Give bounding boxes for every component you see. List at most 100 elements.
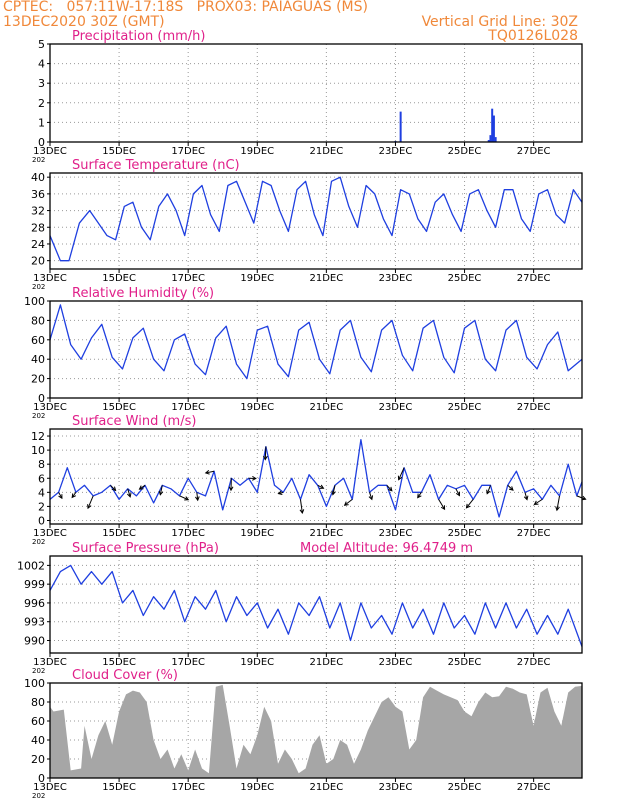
header-station-line: CPTEC: 057:11W-17:18S PROX03: PAIAGUAS (… (3, 0, 368, 15)
wind-arrow-head-19 (204, 469, 210, 475)
wind-ytick-label-1: 2 (38, 500, 45, 513)
wind-arrow-head-37 (368, 495, 374, 501)
wind-xtick-label-0: 13DEC (33, 528, 67, 539)
precip-frame (49, 43, 583, 143)
rh-ytick-label-1: 20 (31, 373, 45, 386)
precip-xtick-label-6: 25DEC (448, 146, 482, 157)
temp-xtick-label-6: 25DEC (448, 273, 482, 284)
wind-arrow-17 (196, 492, 199, 501)
wind-arrow-35 (344, 498, 353, 506)
pressure-xtick-label-0: 13DEC (33, 657, 67, 668)
wind-frame (49, 428, 583, 525)
pressure-xtick-label-7: 27DEC (517, 657, 551, 668)
wind-arrow-head-3 (71, 493, 77, 499)
wind-arrow-head-33 (331, 490, 336, 496)
wind-arrow-5 (87, 495, 94, 509)
pressure-xtick-label-2: 17DEC (171, 657, 205, 668)
temp-xtick-label-0: 13DEC (33, 273, 67, 284)
temp-xtick-label-2: 17DEC (171, 273, 205, 284)
wind-arrow-head-17 (195, 496, 200, 502)
wind-xtick-label-2: 17DEC (171, 528, 205, 539)
rh-ytick-label-0: 0 (38, 392, 45, 405)
pressure-ytick-label-0: 990 (24, 634, 45, 647)
wind-arrow-41 (398, 467, 405, 480)
wind-xtick-label-7: 27DEC (517, 528, 551, 539)
wind-xtick-label-5: 23DEC (379, 528, 413, 539)
wind-arrow-head-1 (58, 494, 63, 500)
wind-xtick-label-3: 19DEC (240, 528, 274, 539)
cloud-xtick-label-0: 13DEC (33, 782, 67, 793)
cloud-panel-title: Cloud Cover (%) (72, 668, 178, 683)
wind-arrow-53 (507, 484, 514, 491)
wind-arrow-59 (556, 495, 561, 511)
precip-year-stub: 202 (32, 156, 45, 164)
rh-ytick-label-4: 80 (31, 314, 45, 327)
precip-bar-2 (487, 140, 490, 142)
precip-bar-3 (489, 135, 492, 142)
rh-xtick-label-1: 15DEC (102, 402, 136, 413)
rh-ytick-label-5: 100 (24, 295, 45, 308)
pressure-xtick-label-4: 21DEC (309, 657, 343, 668)
temp-ytick-label-1: 24 (31, 238, 45, 251)
wind-arrow-51 (486, 485, 491, 494)
wind-arrow-head-41 (397, 475, 403, 481)
wind-arrow-head-27 (277, 490, 283, 496)
pressure-ytick-label-4: 1002 (17, 559, 45, 572)
precip-xtick-label-4: 21DEC (309, 146, 343, 157)
precip-bar-4 (491, 108, 494, 142)
wind-arrow-head-53 (508, 486, 514, 491)
pressure-series-line (49, 564, 583, 647)
precip-ytick-label-5: 5 (38, 38, 45, 51)
temp-ytick-label-4: 36 (31, 188, 45, 201)
pressure-xtick-label-3: 19DEC (240, 657, 274, 668)
wind-arrow-head-51 (486, 489, 491, 495)
cloud-xtick-label-5: 23DEC (379, 782, 413, 793)
wind-arrow-head-15 (184, 496, 190, 501)
wind-arrow-49 (466, 499, 474, 509)
temp-xtick-label-5: 23DEC (379, 273, 413, 284)
precip-ytick-label-1: 1 (38, 116, 45, 129)
wind-arrow-head-49 (465, 503, 471, 509)
wind-arrow-11 (139, 484, 146, 490)
wind-arrow-head-29 (299, 509, 305, 515)
temp-series-line (49, 176, 583, 262)
wind-arrow-61 (576, 495, 586, 500)
precip-bar-6 (494, 137, 497, 142)
pressure-ytick-label-2: 996 (24, 597, 45, 610)
rh-xtick-label-6: 25DEC (448, 402, 482, 413)
wind-arrow-head-39 (387, 486, 393, 492)
wind-arrow-9 (127, 488, 131, 497)
wind-arrow-head-61 (581, 495, 587, 501)
wind-xtick-label-4: 21DEC (309, 528, 343, 539)
wind-arrow-45 (438, 499, 446, 510)
rh-ytick-label-2: 40 (31, 353, 45, 366)
wind-ytick-label-2: 4 (38, 486, 45, 499)
wind-ytick-label-0: 0 (38, 514, 45, 527)
wind-arrow-15 (179, 495, 189, 501)
rh-xtick-label-2: 17DEC (171, 402, 205, 413)
wind-arrow-7 (110, 484, 116, 491)
cloud-xtick-label-7: 27DEC (517, 782, 551, 793)
pressure-panel-title: Surface Pressure (hPa) (72, 541, 219, 556)
rh-panel-title: Relative Humidity (%) (72, 286, 214, 301)
rh-xtick-label-0: 13DEC (33, 402, 67, 413)
temp-frame (49, 172, 583, 270)
wind-arrow-head-23 (252, 476, 257, 481)
wind-arrow-head-13 (158, 490, 164, 496)
pressure-ytick-label-1: 993 (24, 616, 45, 629)
rh-xtick-label-7: 27DEC (517, 402, 551, 413)
wind-series-line (49, 438, 583, 518)
cloud-xtick-label-1: 15DEC (102, 782, 136, 793)
precip-panel-title: Precipitation (mm/h) (72, 29, 205, 44)
temp-xtick-label-7: 27DEC (517, 273, 551, 284)
wind-year-stub: 202 (32, 538, 45, 546)
rh-frame (49, 300, 583, 399)
wind-arrow-47 (455, 488, 460, 496)
wind-arrow-55 (524, 492, 528, 500)
wind-arrow-head-5 (87, 504, 92, 510)
precip-ytick-label-4: 4 (38, 58, 45, 71)
wind-arrow-head-11 (138, 485, 144, 490)
cloud-xtick-label-6: 25DEC (448, 782, 482, 793)
wind-arrow-head-57 (533, 500, 539, 505)
